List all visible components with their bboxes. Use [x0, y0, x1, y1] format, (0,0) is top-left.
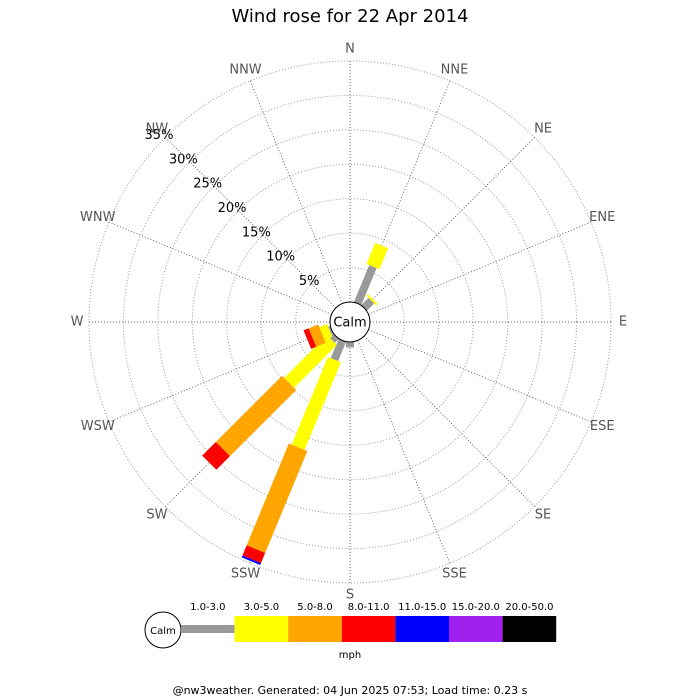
direction-label: WNW [80, 210, 116, 225]
spoke [108, 221, 332, 315]
r-tick-label: 10% [266, 250, 295, 265]
rose-bar [366, 242, 389, 270]
rose-bar [241, 555, 261, 566]
grid-ring [157, 129, 543, 515]
legend-label: 1.0-3.0 [190, 602, 225, 613]
direction-label: NE [534, 121, 552, 136]
direction-label: N [345, 42, 355, 57]
spoke [108, 329, 332, 423]
spoke [165, 137, 337, 309]
grid-ring [191, 163, 509, 481]
rose-bar [353, 265, 377, 306]
rose-bar [319, 323, 333, 341]
chart-title: Wind rose for 22 Apr 2014 [232, 6, 469, 27]
legend-swatch [395, 616, 449, 642]
legend-label: 15.0-20.0 [452, 602, 500, 613]
direction-label: NNW [229, 62, 261, 77]
legend-label: 3.0-5.0 [244, 602, 279, 613]
legend-label: 8.0-11.0 [348, 602, 390, 613]
rose-bar [366, 294, 378, 306]
legend-swatch [502, 616, 557, 642]
rose-bar [328, 325, 334, 335]
direction-label: WSW [81, 419, 115, 434]
rose-bar [361, 297, 375, 311]
legend-label: 5.0-8.0 [297, 602, 332, 613]
legend-unit: mph [339, 650, 361, 661]
rose-bar [202, 442, 230, 470]
r-tick-label: 5% [299, 274, 320, 289]
calm-label: Calm [333, 316, 366, 331]
r-tick-label: 25% [193, 177, 222, 192]
direction-label: SW [146, 508, 167, 523]
rose-bar [284, 335, 337, 388]
direction-label: E [619, 315, 627, 330]
rose-bar [291, 356, 341, 451]
rose-bar [346, 342, 354, 348]
direction-label: SSE [442, 567, 467, 582]
rose-bar [303, 328, 317, 349]
legend-swatch [341, 616, 396, 642]
legend-swatch [449, 616, 503, 642]
grid-ring [295, 267, 405, 377]
rose-bar [246, 443, 308, 553]
legend-swatch [181, 625, 235, 633]
legend-calm-label: Calm [150, 626, 176, 637]
direction-label: ENE [589, 210, 615, 225]
spoke [249, 80, 343, 304]
spoke [357, 340, 451, 564]
spoke [357, 80, 451, 304]
spoke [368, 221, 592, 315]
direction-label: SE [535, 508, 551, 523]
calm-circle [329, 301, 371, 343]
rose-bar [242, 545, 266, 564]
legend-swatch [234, 616, 289, 642]
rose-bar [330, 338, 347, 362]
direction-label: NW [146, 121, 169, 136]
rose-bar [308, 324, 326, 347]
direction-label: ESE [590, 419, 615, 434]
r-tick-label: 35% [145, 128, 174, 143]
direction-label: NNE [441, 62, 469, 77]
legend-label: 20.0-50.0 [505, 602, 553, 613]
direction-label: W [71, 315, 84, 330]
footer: @nw3weather. Generated: 04 Jun 2025 07:5… [173, 684, 528, 697]
rose-bar [215, 375, 297, 457]
grid-ring [226, 198, 474, 446]
legend-label: 11.0-15.0 [398, 602, 446, 613]
direction-label: SSW [231, 567, 261, 582]
r-tick-label: 20% [218, 201, 247, 216]
spoke [363, 335, 535, 507]
grid-ring [122, 94, 578, 550]
legend-swatch [288, 616, 342, 642]
r-tick-label: 30% [169, 152, 198, 167]
direction-label: S [346, 588, 354, 603]
spoke [368, 329, 592, 423]
r-tick-label: 15% [242, 225, 271, 240]
spoke [363, 137, 535, 309]
